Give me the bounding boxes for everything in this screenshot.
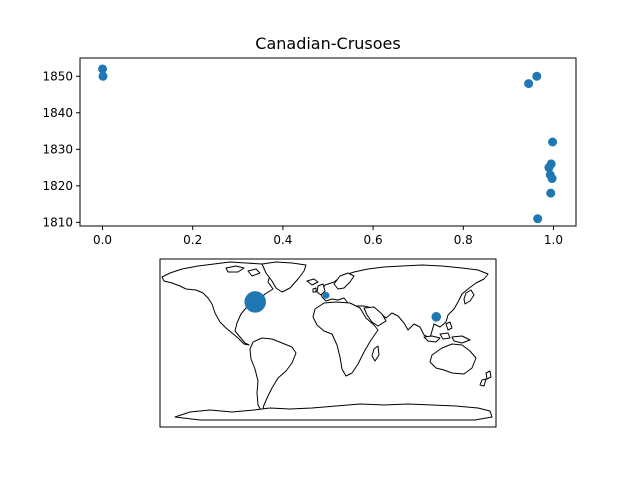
- y-tick-label: 1840: [42, 106, 73, 120]
- y-tick-label: 1820: [42, 179, 73, 193]
- x-tick-label: 0.2: [183, 233, 202, 247]
- scatter-axes: 0.0 0.2 0.4 0.6 0.8 1.0 1810 1820 1830 1840 1850: [42, 57, 577, 247]
- x-axis-ticks: 0.0 0.2 0.4 0.6 0.8 1.0: [93, 226, 563, 247]
- coastline-madagascar: [371, 345, 380, 362]
- map-frame: [159, 258, 497, 428]
- x-tick-label: 0.0: [93, 233, 112, 247]
- scatter-point: [98, 71, 108, 81]
- coastline-south-america: [249, 337, 297, 413]
- y-tick-label: 1850: [42, 69, 73, 83]
- coastline-arabia: [363, 306, 387, 327]
- coastline-africa: [312, 301, 379, 377]
- scatter-points: [98, 64, 558, 224]
- scatter-point: [524, 79, 534, 89]
- scatter-point: [544, 163, 554, 173]
- map-points: [244, 291, 442, 322]
- map-point: [322, 292, 330, 299]
- scatter-point: [547, 174, 557, 184]
- coastline-north-america: [161, 261, 285, 346]
- coastline-scandinavia: [333, 272, 355, 290]
- scatter-plot-frame: [79, 57, 577, 227]
- x-tick-label: 0.8: [454, 233, 473, 247]
- coastline-eurasia: [320, 264, 489, 339]
- y-axis-ticks: 1810 1820 1830 1840 1850: [42, 69, 80, 229]
- coastline-new-zealand: [479, 370, 492, 387]
- scatter-point: [548, 137, 558, 147]
- coastline-antarctica: [174, 403, 493, 421]
- coastlines: [161, 261, 493, 421]
- chart-title: Canadian-Crusoes: [255, 34, 400, 53]
- scatter-point: [532, 71, 542, 81]
- scatter-point: [546, 188, 556, 198]
- y-tick-label: 1830: [42, 142, 73, 156]
- coastline-arctic-islands: [225, 265, 261, 277]
- x-tick-label: 0.6: [364, 233, 383, 247]
- coastline-iceland: [306, 278, 319, 286]
- map-point: [431, 312, 442, 322]
- y-tick-label: 1810: [42, 215, 73, 229]
- coastline-british-isles: [312, 283, 326, 296]
- x-tick-label: 1.0: [544, 233, 563, 247]
- world-map-axes: [159, 258, 497, 428]
- coastline-japan: [463, 289, 475, 305]
- coastline-australia: [429, 343, 477, 375]
- scatter-point: [98, 64, 108, 74]
- map-point: [244, 291, 266, 313]
- scatter-point: [533, 214, 543, 224]
- x-tick-label: 0.4: [273, 233, 292, 247]
- coastline-southeast-asia: [423, 321, 471, 344]
- coastline-greenland: [261, 261, 307, 293]
